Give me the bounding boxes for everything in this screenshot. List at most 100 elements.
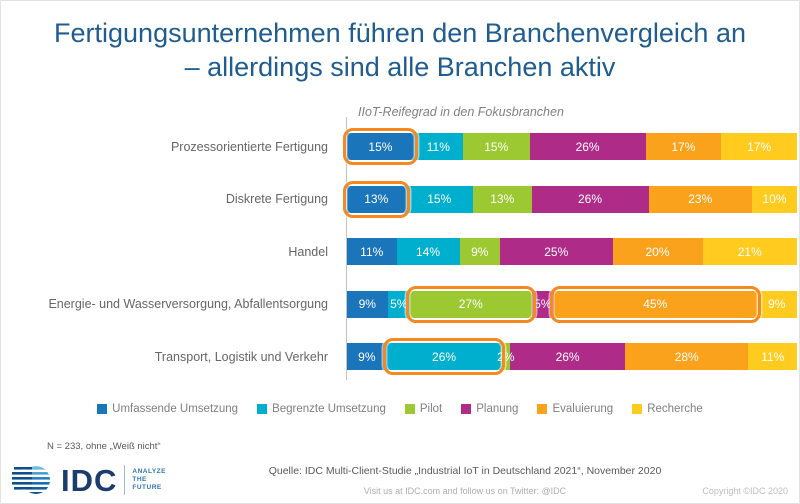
legend-swatch <box>632 404 643 414</box>
stacked-bar: 15% 11% 15% 26% 17% 17% <box>343 128 798 165</box>
bar-segment: 26% <box>531 185 649 213</box>
legend-label: Umfassende Umsetzung <box>112 403 239 415</box>
bar-segment: 9% <box>347 290 388 318</box>
bar-segment: 15% <box>405 185 473 213</box>
chart-row: Transport, Logistik und Verkehr 9% 26% 2% 26… <box>0 338 800 375</box>
idc-logo-text: IDC <box>61 462 118 498</box>
bar-segment: 25% <box>500 238 613 265</box>
segment-value-label: 2% <box>497 349 515 364</box>
segment-value-label: 45% <box>643 297 668 311</box>
bar-segment: 13% <box>343 180 410 218</box>
segment-value-label: 9% <box>358 349 376 364</box>
chart-row: Prozessorientierte Fertigung 15% 11% 15% 26%… <box>0 128 800 165</box>
legend-item: Evaluierung <box>537 403 613 415</box>
idc-globe-icon <box>12 466 54 494</box>
bar-segment: 11% <box>347 238 397 265</box>
legend-label: Recherche <box>647 403 703 415</box>
legend-item: Planung <box>461 403 518 415</box>
idc-logo: IDC ANALYZE THE FUTURE <box>12 462 166 498</box>
segment-value-label: 15% <box>484 139 509 154</box>
bar-segment: 9% <box>756 290 797 318</box>
segment-value-label: 26% <box>432 349 457 364</box>
tagline-word: ANALYZE <box>132 468 166 475</box>
bar-segment: 5% <box>387 290 410 318</box>
chart-subtitle: IIoT-Reifegrad in den Fokusbranchen <box>358 105 564 119</box>
bar-segment: 21% <box>702 238 797 265</box>
bar-segment: 14% <box>396 238 460 265</box>
bar-segment: 17% <box>721 133 798 160</box>
segment-value-label: 5% <box>390 297 408 311</box>
segment-value-label: 13% <box>490 192 515 206</box>
legend-swatch <box>537 404 548 414</box>
segment-value-label: 10% <box>762 192 787 206</box>
segment-value-label: 23% <box>688 192 713 206</box>
stacked-bar: 9% 26% 2% 26% 28% 11% <box>347 338 797 375</box>
bar-segment: 26% <box>510 343 625 370</box>
bar-segment: 23% <box>648 185 752 213</box>
segment-value-label: 11% <box>360 244 384 259</box>
legend-item: Umfassende Umsetzung <box>97 403 238 415</box>
segment-value-label: 15% <box>368 139 393 154</box>
bar-segment: 26% <box>529 133 646 160</box>
stacked-bar: 11% 14% 9% 25% 20% 21% <box>347 238 797 265</box>
stacked-bar: 9% 5% 27% 5% 45% 9% <box>347 285 797 323</box>
segment-value-label: 9% <box>768 297 786 311</box>
legend-swatch <box>97 404 108 414</box>
visit-note: Visit us at IDC.com and follow us on Twi… <box>363 486 567 496</box>
bar-segment: 27% <box>406 285 536 323</box>
segment-value-label: 13% <box>364 192 389 206</box>
bar-segment: 20% <box>612 238 703 265</box>
segment-value-label: 26% <box>575 139 600 154</box>
bar-segment: 13% <box>473 185 532 213</box>
bar-segment: 9% <box>459 238 500 265</box>
segment-value-label: 25% <box>544 244 569 259</box>
legend-label: Begrenzte Umsetzung <box>272 403 386 415</box>
segment-value-label: 15% <box>427 192 452 206</box>
chart-row: Energie- und Wasserversorgung, Abfallent… <box>0 285 800 323</box>
segment-value-label: 20% <box>645 244 670 259</box>
segment-value-label: 21% <box>737 244 762 259</box>
segment-value-label: 9% <box>358 297 376 311</box>
page-title-line2: – allerdings sind alle Branchen aktiv <box>184 52 616 82</box>
logo-divider <box>124 465 126 495</box>
tagline-word: FUTURE <box>132 484 162 491</box>
chart-rows: Prozessorientierte Fertigung 15% 11% 15% 26%… <box>0 128 800 375</box>
page-title-line1: Fertigungsunternehmen führen den Branche… <box>54 18 746 48</box>
category-label: Handel <box>288 244 328 259</box>
legend-label: Pilot <box>419 403 443 415</box>
bar-segment: 2% <box>497 343 515 370</box>
page-title: Fertigungsunternehmen führen den Branche… <box>40 16 760 84</box>
bar-segment: 10% <box>752 185 797 213</box>
bar-segment: 45% <box>550 285 761 323</box>
category-label: Energie- und Wasserversorgung, Abfallent… <box>48 297 328 311</box>
source-note: Quelle: IDC Multi-Client-Studie „Industr… <box>268 465 662 477</box>
legend-item: Recherche <box>632 403 703 415</box>
legend-item: Begrenzte Umsetzung <box>257 403 386 415</box>
bar-segment: 11% <box>748 343 797 370</box>
bar-segment: 15% <box>343 128 418 165</box>
segment-value-label: 11% <box>426 139 450 154</box>
bar-segment: 9% <box>347 343 387 370</box>
stacked-bar: 13% 15% 13% 26% 23% 10% <box>343 180 797 218</box>
legend-swatch <box>461 404 472 414</box>
segment-value-label: 9% <box>471 244 489 259</box>
bar-segment: 5% <box>531 290 554 318</box>
tagline-word: THE <box>132 476 147 483</box>
legend-label: Evaluierung <box>552 403 614 415</box>
sample-size-note: N = 233, ohne „Weiß nicht“ <box>47 441 161 452</box>
segment-value-label: 17% <box>747 139 772 154</box>
bar-segment: 15% <box>462 133 530 160</box>
category-label: Diskrete Fertigung <box>225 192 328 206</box>
segment-value-label: 5% <box>534 297 552 311</box>
bar-segment: 11% <box>413 133 463 160</box>
bar-segment: 17% <box>645 133 722 160</box>
legend-swatch <box>257 404 268 414</box>
bar-segment: 28% <box>624 343 749 370</box>
copyright-note: Copyright ©IDC 2020 <box>702 486 788 496</box>
y-axis-line <box>346 117 347 380</box>
segment-value-label: 14% <box>415 244 441 259</box>
category-label: Prozessorientierte Fertigung <box>170 139 328 154</box>
segment-value-label: 27% <box>458 297 483 311</box>
segment-value-label: 26% <box>555 349 580 364</box>
